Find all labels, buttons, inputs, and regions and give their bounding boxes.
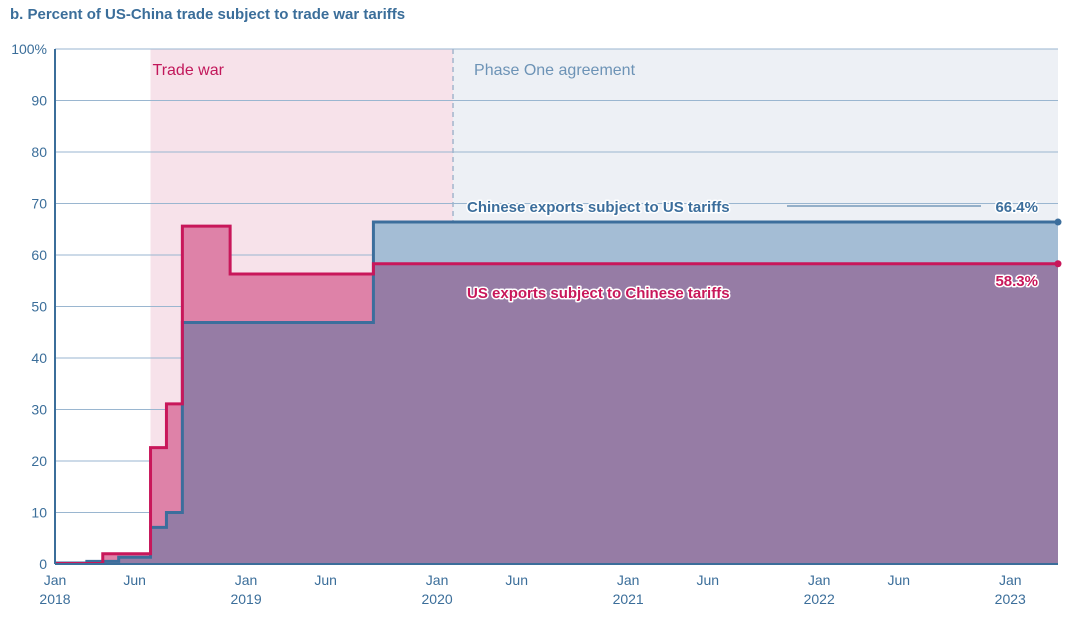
series-areas [55, 222, 1058, 565]
x-tick-label: Jan [617, 572, 640, 588]
x-tick-label: Jun [505, 572, 528, 588]
y-tick-label: 100% [11, 41, 47, 57]
x-tick-year-label: 2021 [613, 591, 644, 607]
x-tick-year-label: 2022 [804, 591, 835, 607]
series-name-label: US exports subject to Chinese tariffs [467, 285, 730, 302]
axes: 0 10 20 30 40 50 60 70 80 90 100% Jan 2018 Jun Jan 2019… [11, 41, 1058, 607]
series-lines [55, 218, 1062, 565]
x-tick-label: Jun [314, 572, 337, 588]
y-tick-label: 50 [31, 299, 47, 315]
x-tick-label: Jun [696, 572, 719, 588]
series-end-label: 58.3% [995, 273, 1038, 290]
region-label: Trade war [153, 62, 225, 79]
x-tick-label: Jan [808, 572, 831, 588]
x-tick-year-label: 2020 [422, 591, 453, 607]
chart-labels: Trade war Phase One agreement Chinese expo… [153, 62, 1040, 304]
x-tick-year-label: 2023 [995, 591, 1026, 607]
series-line [55, 220, 1058, 565]
y-tick-label: 90 [31, 93, 47, 109]
y-tick-label: 10 [31, 505, 47, 521]
x-tick-label: Jan [235, 572, 258, 588]
y-tick-label: 60 [31, 247, 47, 263]
series-end-point [1054, 218, 1062, 226]
region-label: Phase One agreement [474, 62, 636, 79]
x-tick-label: Jan [426, 572, 449, 588]
series-line [55, 224, 1058, 565]
x-tick-year-label: 2018 [39, 591, 70, 607]
series-end-point [1054, 260, 1062, 268]
x-tick-label: Jan [44, 572, 67, 588]
series-end-label: 66.4% [995, 199, 1038, 216]
x-tick-label: Jun [123, 572, 146, 588]
y-tick-label: 80 [31, 144, 47, 160]
y-tick-label: 40 [31, 350, 47, 366]
y-tick-label: 20 [31, 453, 47, 469]
x-tick-year-label: 2019 [230, 591, 261, 607]
series-name-label: Chinese exports subject to US tariffs [467, 199, 730, 216]
y-tick-label: 70 [31, 196, 47, 212]
x-tick-label: Jan [999, 572, 1022, 588]
x-tick-label: Jun [888, 572, 911, 588]
chart-title: b. Percent of US-China trade subject to … [10, 6, 406, 23]
y-tick-label: 30 [31, 402, 47, 418]
y-tick-label: 0 [39, 556, 47, 572]
